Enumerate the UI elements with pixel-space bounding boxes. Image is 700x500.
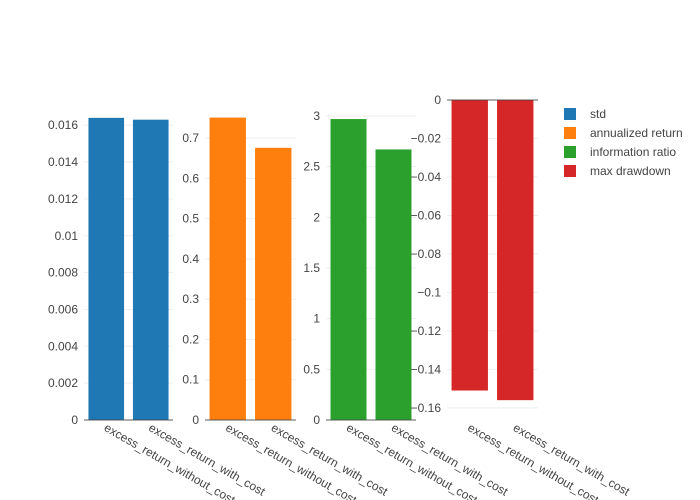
bar-information-ratio-1[interactable]	[330, 119, 367, 420]
y-tick-label: 0.012	[48, 192, 78, 206]
legend-swatch	[564, 127, 576, 139]
y-tick-label: 0.016	[48, 118, 78, 132]
legend-label: max drawdown	[590, 164, 671, 178]
y-tick-label: 0.01	[55, 229, 79, 243]
legend-label: information ratio	[590, 145, 676, 159]
bar-max-drawdown-2[interactable]	[497, 100, 534, 401]
subplots: 0 0.002 0.004 0.006 0.008 0.01 0.012 0.014 0.016…	[48, 93, 633, 500]
legend-swatch	[564, 165, 576, 177]
y-tick-label: 0.5	[182, 212, 199, 226]
y-tick-label: 0.4	[182, 252, 199, 266]
y-tick-label: 0	[434, 93, 441, 107]
y-tick-label: −0.16	[411, 401, 442, 415]
bar-annualized-return-1[interactable]	[209, 117, 246, 420]
legend-label: std	[590, 107, 606, 121]
y-tick-label: 3	[313, 109, 320, 123]
y-tick-label: 0.3	[182, 292, 199, 306]
y-tick-label: 0	[192, 413, 199, 427]
y-tick-label: 0.1	[182, 373, 199, 387]
y-tick-label: −0.12	[411, 324, 442, 338]
subplot-3: 00.511.522.53excess_return_without_coste…	[303, 109, 511, 500]
legend-item[interactable]: std	[564, 107, 606, 121]
bar-std-2[interactable]	[132, 119, 169, 420]
y-tick-label: 0.004	[48, 339, 78, 353]
y-tick-label: 2	[313, 210, 320, 224]
legend-label: annualized return	[590, 126, 683, 140]
y-tick-label: 0.5	[303, 362, 320, 376]
legend-swatch	[564, 108, 576, 120]
y-tick-label: −0.1	[417, 285, 441, 299]
y-tick-label: 0.6	[182, 171, 199, 185]
y-tick-label: −0.04	[411, 170, 442, 184]
bar-annualized-return-2[interactable]	[255, 147, 292, 420]
y-tick-label: 1.5	[303, 261, 320, 275]
bar-std-1[interactable]	[88, 117, 125, 421]
y-tick-label: 0.014	[48, 155, 78, 169]
bar-max-drawdown-1[interactable]	[451, 100, 488, 391]
legend-item[interactable]: information ratio	[564, 145, 676, 159]
y-tick-label: −0.08	[411, 247, 442, 261]
y-tick-label: 0.7	[182, 131, 199, 145]
y-tick-label: 0.2	[182, 332, 199, 346]
legend-item[interactable]: max drawdown	[564, 164, 671, 178]
y-tick-label: 0	[313, 413, 320, 427]
legend-swatch	[564, 146, 576, 158]
y-tick-label: −0.02	[411, 131, 442, 145]
y-tick-label: 2.5	[303, 160, 320, 174]
legend: std annualized return information ratio max…	[564, 107, 683, 178]
y-tick-label: −0.06	[411, 208, 442, 222]
y-tick-label: 0	[71, 413, 78, 427]
y-tick-label: −0.14	[411, 362, 442, 376]
legend-item[interactable]: annualized return	[564, 126, 683, 140]
y-tick-label: 1	[313, 312, 320, 326]
y-tick-label: 0.002	[48, 376, 78, 390]
y-tick-label: 0.006	[48, 302, 78, 316]
bar-information-ratio-2[interactable]	[375, 149, 412, 420]
y-tick-label: 0.008	[48, 266, 78, 280]
